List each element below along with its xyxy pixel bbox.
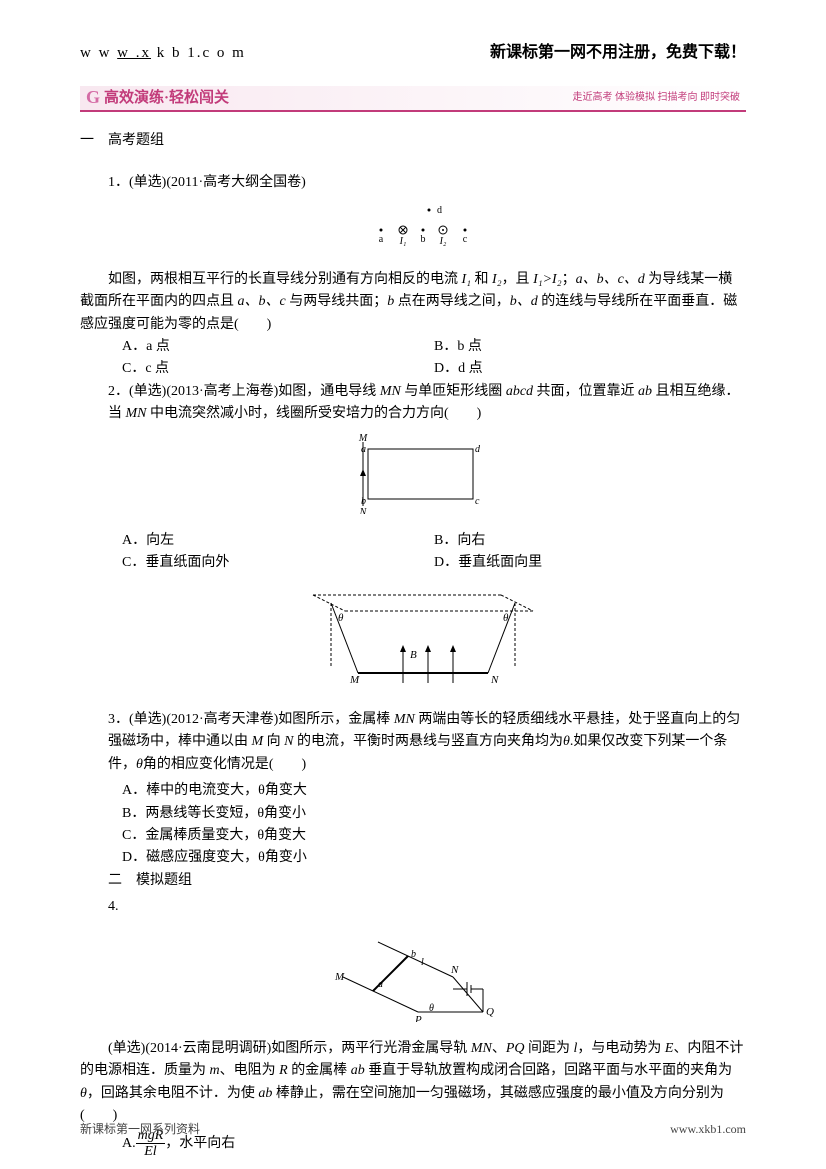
banner-title: 高效演练·轻松闯关: [104, 86, 229, 110]
fig-M: M: [358, 434, 368, 444]
banner-subtitle: 走近高考 体验模拟 扫描考向 即时突破: [573, 90, 741, 106]
fig-label-b: b: [421, 234, 426, 245]
q2-figure: M N a d b c: [80, 434, 746, 522]
fig4-theta: θ: [429, 1003, 434, 1014]
page-footer: 新课标第一网系列资料 www.xkb1.com: [80, 1120, 746, 1139]
q3-figure: M N θ θ B: [80, 583, 746, 701]
q1-number: 1．: [108, 175, 129, 190]
q1-text: 如图，两根相互平行的长直导线分别通有方向相反的电流 I₁ 和 I₂，且 I₁>I…: [80, 269, 746, 336]
q4-text: (单选)(2014·云南昆明调研)如图所示，两平行光滑金属导轨 MN、PQ 间距…: [80, 1038, 746, 1128]
q1-optB: B．b 点: [434, 336, 746, 358]
fig-label-I1: I₁: [399, 236, 407, 247]
q1-optC: C．c 点: [122, 358, 434, 380]
fig-b: b: [361, 496, 366, 507]
q2-optA: A．向左: [122, 530, 434, 552]
q2-optD: D．垂直纸面向里: [434, 552, 746, 574]
q3-optB: B．两悬线等长变短，θ角变小: [122, 803, 746, 825]
q1-optD: D．d 点: [434, 358, 746, 380]
q3-text: 3．(单选)(2012·高考天津卷)如图所示，金属棒 MN 两端由等长的轻质细线…: [108, 709, 746, 776]
fig-N: N: [359, 507, 368, 514]
fig4-N: N: [450, 964, 459, 976]
fig-theta2: θ: [503, 612, 509, 624]
site-url: w w w .x k b 1.c o m: [80, 41, 246, 65]
fig-d: d: [475, 444, 481, 455]
fig4-Q: Q: [486, 1006, 494, 1018]
footer-left: 新课标第一网系列资料: [80, 1120, 200, 1139]
fig-c: c: [475, 496, 480, 507]
fig4-l: l: [421, 957, 424, 968]
fig-M3: M: [349, 674, 360, 686]
q4-number: 4.: [108, 896, 746, 918]
banner-g-icon: G: [86, 83, 100, 112]
fig4-a: a: [378, 979, 383, 990]
q3-optC: C．金属棒质量变大，θ角变大: [122, 825, 746, 847]
q1-figure: a I₁ b I₂ c d: [80, 202, 746, 260]
q2-optC: C．垂直纸面向外: [122, 552, 434, 574]
fig-label-I2: I₂: [439, 236, 447, 247]
page-header: w w w .x k b 1.c o m 新课标第一网不用注册，免费下载！: [80, 40, 746, 66]
q1-header: 1．(单选)(2011·高考大纲全国卷): [108, 172, 746, 194]
fig-theta1: θ: [338, 612, 344, 624]
q3-options: A．棒中的电流变大，θ角变大 B．两悬线等长变短，θ角变小 C．金属棒质量变大，…: [122, 780, 746, 870]
fig-B: B: [410, 649, 417, 661]
fig-label-a: a: [379, 234, 384, 245]
q1-options: A．a 点 B．b 点 C．c 点 D．d 点: [122, 336, 746, 381]
q2-optB: B．向右: [434, 530, 746, 552]
fig-label-c: c: [463, 234, 468, 245]
section2-title: 二 模拟题组: [108, 870, 746, 892]
fig4-M: M: [334, 971, 345, 983]
footer-right: www.xkb1.com: [670, 1120, 746, 1139]
section-banner: G 高效演练·轻松闯关 走近高考 体验模拟 扫描考向 即时突破: [80, 86, 746, 112]
section1-title: 一 高考题组: [80, 130, 746, 152]
q3-optD: D．磁感应强度变大，θ角变小: [122, 847, 746, 869]
slogan: 新课标第一网不用注册，免费下载！: [490, 40, 746, 66]
fig-a: a: [361, 444, 366, 455]
q1-prefix: (单选)(2011·高考大纲全国卷): [129, 175, 306, 190]
fig4-b: b: [411, 949, 416, 960]
q2-options: A．向左 B．向右 C．垂直纸面向外 D．垂直纸面向里: [122, 530, 746, 575]
q1-optA: A．a 点: [122, 336, 434, 358]
q2-text: 2．(单选)(2013·高考上海卷)如图，通电导线 MN 与单匝矩形线圈 abc…: [108, 381, 746, 426]
q4-figure: M N P Q a b l θ: [80, 927, 746, 1030]
fig4-P: P: [414, 1014, 422, 1022]
fig-N3: N: [490, 674, 499, 686]
banner-left: G 高效演练·轻松闯关: [86, 83, 229, 112]
fig-label-d: d: [437, 205, 442, 216]
q3-optA: A．棒中的电流变大，θ角变大: [122, 780, 746, 802]
